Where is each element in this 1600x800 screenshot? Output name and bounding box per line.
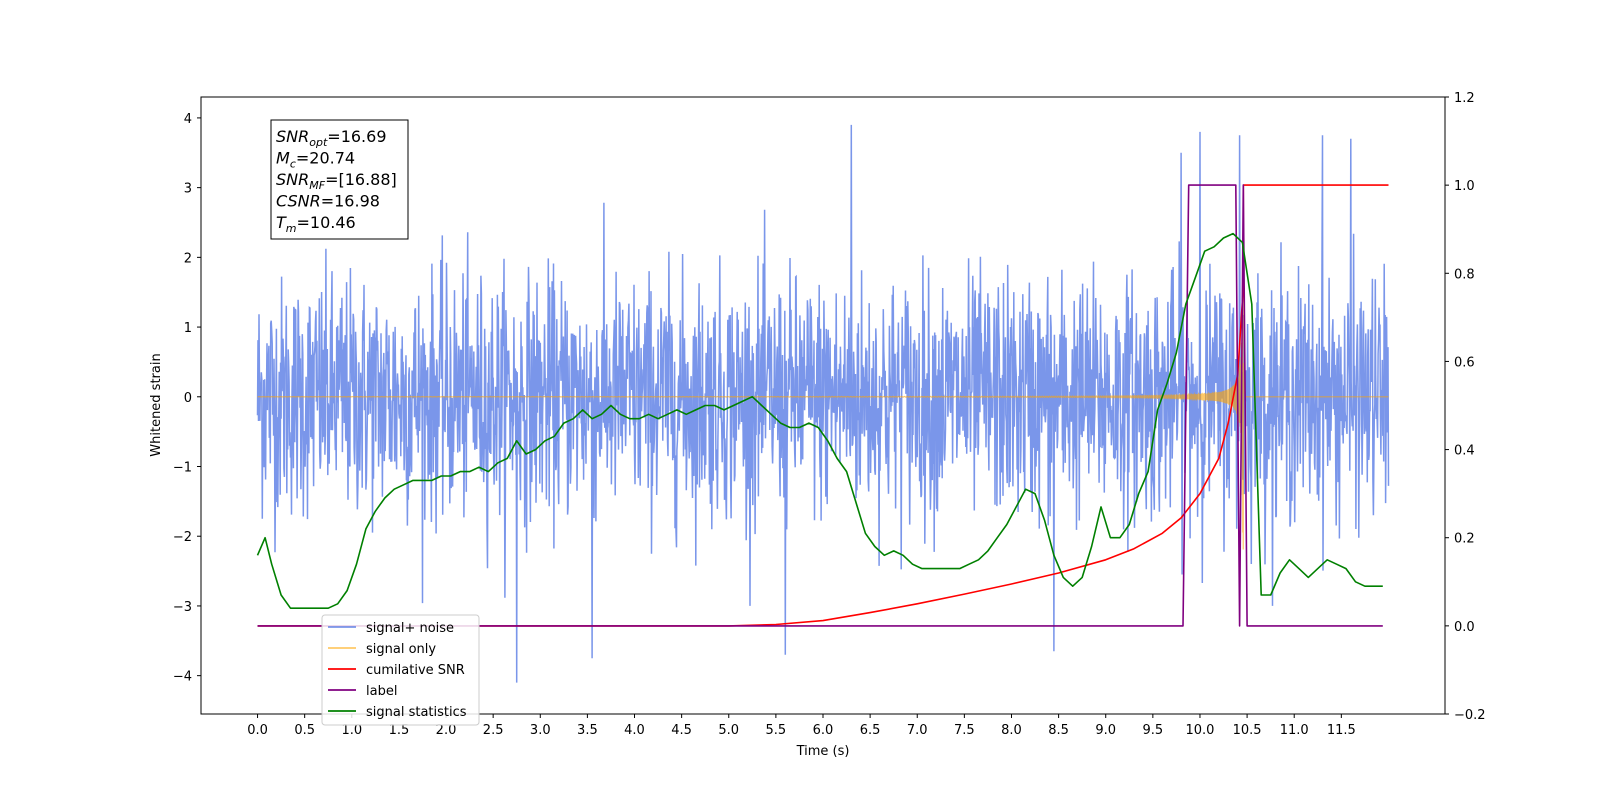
series-signal-plus-noise-line	[256, 124, 1390, 683]
y-tick-label: 1	[184, 321, 192, 336]
legend-entry: cumilative SNR	[328, 663, 465, 678]
x-tick-label: 6.5	[860, 723, 881, 738]
x-tick-label: 9.0	[1095, 723, 1116, 738]
y-tick-label: 4	[184, 112, 192, 127]
x-tick-label: 10.0	[1185, 723, 1214, 738]
x-tick-label: 7.5	[954, 723, 975, 738]
series-label-line	[257, 184, 1383, 627]
legend-label: signal+ noise	[366, 621, 454, 636]
legend-frame	[321, 614, 480, 726]
x-tick-label: 4.0	[624, 723, 645, 738]
x-tick-label: 0.5	[294, 723, 315, 738]
series-cumilative-snr-line	[257, 184, 1389, 627]
y-axis-right: −0.2 0.0 0.2 0.4 0.6 0.8 1.0 1.2	[1445, 91, 1486, 723]
y-tick-label: −3	[173, 600, 192, 615]
y-tick-label: −4	[173, 670, 192, 685]
y2-tick-label: 0.2	[1454, 532, 1475, 547]
legend-entry: signal statistics	[328, 705, 467, 720]
y2-tick-label: 1.2	[1454, 91, 1475, 106]
annotation-frame	[270, 119, 409, 240]
legend-label: signal only	[366, 642, 436, 657]
y-axis-left: −4 −3 −2 −1 0 1 2 3 4	[173, 112, 201, 685]
x-tick-label: 11.5	[1327, 723, 1356, 738]
series-signal-statistics-line	[256, 232, 1383, 609]
y2-tick-label: 0.0	[1454, 620, 1475, 635]
y2-tick-label: −0.2	[1454, 708, 1486, 723]
y2-tick-label: 0.6	[1454, 355, 1475, 370]
y2-tick-label: 0.8	[1454, 267, 1475, 282]
x-tick-label: 8.0	[1001, 723, 1022, 738]
series-signal-only-line	[257, 244, 1389, 550]
x-tick-label: 1.0	[341, 723, 362, 738]
x-tick-label: 8.5	[1048, 723, 1069, 738]
annotation-line: CSNR=16.98	[276, 192, 380, 211]
x-tick-label: 11.0	[1280, 723, 1309, 738]
x-tick-label: 9.5	[1143, 723, 1164, 738]
x-axis: 0.0 0.5 1.0 1.5 2.0 2.5 3.0 3.5 4.0 4.5 5.0 5.5 6.0 6…	[247, 714, 1356, 738]
legend-label: label	[366, 684, 397, 699]
stats-annotation-box: SNRopt=16.69Mc=20.74SNRMF=[16.88]CSNR=16…	[270, 119, 409, 240]
x-tick-label: 6.0	[813, 723, 834, 738]
plot-area	[256, 124, 1390, 683]
legend-entry: signal only	[328, 642, 436, 657]
legend-label: signal statistics	[366, 705, 467, 720]
x-tick-label: 2.0	[436, 723, 457, 738]
x-tick-label: 1.5	[389, 723, 410, 738]
x-tick-label: 7.0	[907, 723, 928, 738]
x-axis-label: Time (s)	[796, 744, 850, 759]
x-tick-label: 5.0	[718, 723, 739, 738]
x-tick-label: 2.5	[483, 723, 504, 738]
y-tick-label: −2	[173, 530, 192, 545]
annotation-line: SNRopt=16.69	[276, 127, 387, 149]
x-tick-label: 0.0	[247, 723, 268, 738]
annotation-line: Tm=10.46	[276, 213, 356, 235]
legend-entry: label	[328, 684, 397, 699]
legend-entry: signal+ noise	[328, 621, 454, 636]
x-tick-label: 5.5	[766, 723, 787, 738]
y2-tick-label: 1.0	[1454, 179, 1475, 194]
annotation-line: Mc=20.74	[276, 149, 355, 171]
y2-tick-label: 0.4	[1454, 444, 1475, 459]
legend: signal+ noise signal only cumilative SNR la…	[321, 614, 480, 726]
x-tick-label: 10.5	[1233, 723, 1262, 738]
y-axis-label: Whitened strain	[149, 353, 164, 456]
x-tick-label: 4.5	[671, 723, 692, 738]
x-tick-label: 3.0	[530, 723, 551, 738]
x-tick-label: 3.5	[577, 723, 598, 738]
y-tick-label: −1	[173, 461, 192, 476]
legend-label: cumilative SNR	[366, 663, 465, 678]
y-tick-label: 2	[184, 251, 192, 266]
y-tick-label: 3	[184, 182, 192, 197]
y-tick-label: 0	[184, 391, 192, 406]
annotation-line: SNRMF=[16.88]	[276, 170, 397, 192]
